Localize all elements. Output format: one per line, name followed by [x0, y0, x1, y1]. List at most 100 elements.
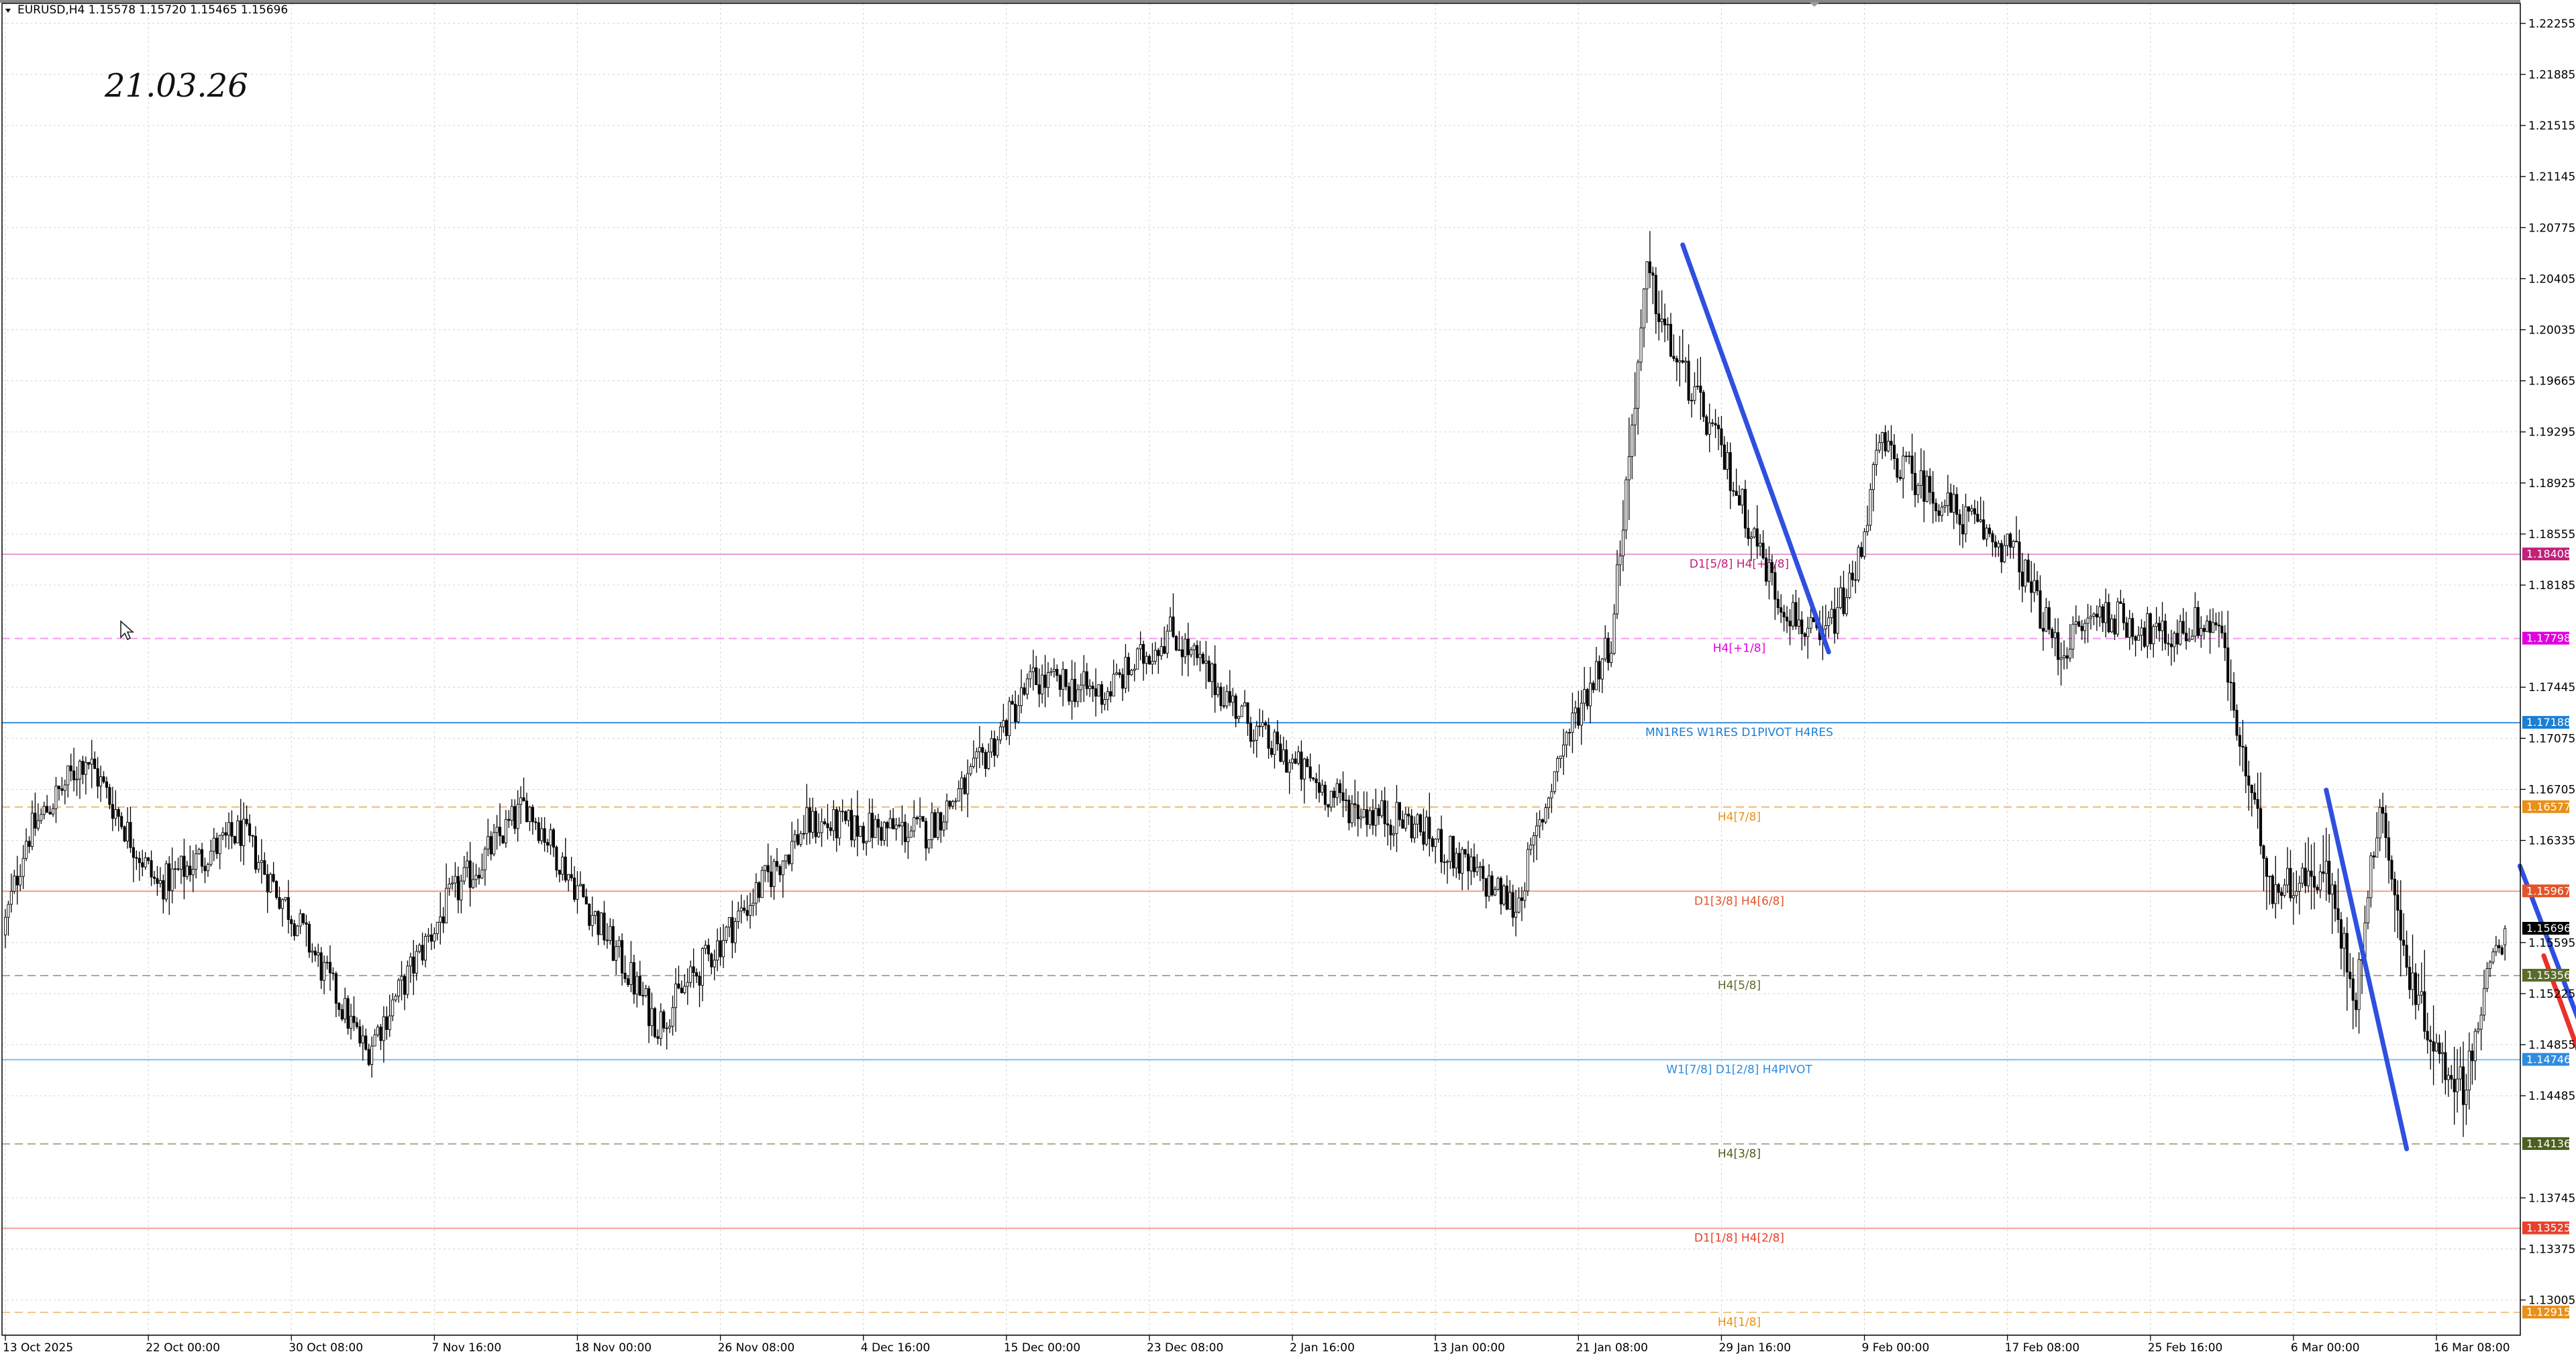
candle-body — [900, 821, 904, 827]
candle-body — [2143, 627, 2146, 647]
candle-body — [1312, 778, 1315, 780]
candle-body — [1800, 619, 1804, 634]
candle-body — [1535, 825, 1539, 837]
candle-body — [1377, 808, 1380, 817]
candle-body — [2289, 868, 2292, 898]
candle-body — [1419, 814, 1423, 833]
level-price-tag — [2522, 1137, 2569, 1150]
candle-body — [1747, 527, 1750, 539]
y-tick-label: 1.22255 — [2528, 17, 2575, 31]
candle-body — [349, 1016, 353, 1029]
candle-body — [829, 827, 832, 831]
candle-body — [117, 809, 120, 817]
candle-body — [34, 813, 37, 829]
candle-body — [743, 907, 746, 911]
level-lines: D1[5/8] H4[+2/8] H4[+1/8] MN1RES W1RES D1P… — [2, 554, 2520, 1329]
candle-body — [1416, 814, 1419, 825]
candle-body — [1014, 704, 1017, 723]
candle-body — [435, 921, 439, 935]
candle-body — [158, 880, 162, 884]
candle-body — [1085, 671, 1088, 689]
trend-lines[interactable] — [1680, 242, 2576, 1241]
candle-body — [2318, 871, 2322, 890]
candle-body — [1240, 705, 1243, 717]
candle-body — [1234, 695, 1237, 719]
candle-body — [522, 797, 525, 802]
candle-body — [737, 910, 740, 922]
candle-body — [820, 821, 823, 833]
candle-body — [689, 966, 692, 983]
candle-body — [1722, 444, 1726, 470]
candle-body — [2136, 635, 2141, 641]
candle-body — [2465, 1090, 2468, 1105]
candle-body — [1407, 813, 1410, 817]
candle-body — [13, 876, 16, 892]
candle-body — [1088, 686, 1092, 689]
candle-body — [966, 773, 970, 794]
candle-body — [868, 813, 871, 842]
candle-body — [391, 999, 395, 1016]
candle-body — [30, 813, 34, 847]
candle-body — [501, 835, 505, 843]
candle-body — [1526, 849, 1529, 892]
price-axis[interactable]: 1.22255 1.21885 1.21515 1.21145 1.20775 1.204… — [2520, 17, 2575, 1308]
candle-body — [546, 842, 550, 846]
candle-body — [1935, 503, 1938, 511]
candle-body — [1434, 839, 1437, 847]
candle-body — [1046, 672, 1050, 688]
time-axis[interactable]: 13 Oct 2025 22 Oct 00:00 30 Oct 08:00 7 Nov… — [3, 1335, 2510, 1355]
level-price-tag-label: 1.15967 — [2526, 884, 2571, 897]
candle-body — [2274, 884, 2277, 904]
candle-body — [1213, 664, 1217, 696]
candle-body — [603, 912, 606, 941]
candle-body — [2032, 580, 2036, 593]
y-tick-label: 1.17445 — [2528, 681, 2575, 694]
candle-body — [1422, 831, 1425, 845]
candle-body — [2372, 855, 2375, 857]
candle-body — [882, 822, 886, 841]
candle-body — [2494, 945, 2497, 953]
candle-body — [1982, 519, 1986, 539]
level-price-tag — [2522, 716, 2569, 729]
candle-body — [1449, 835, 1452, 862]
candle-body — [1192, 645, 1196, 650]
candle-body — [835, 809, 838, 839]
candle-body — [1166, 631, 1169, 654]
candle-body — [1267, 725, 1270, 749]
candle-body — [2366, 897, 2369, 923]
candle-body — [993, 738, 996, 756]
candle-body — [2140, 627, 2143, 636]
candle-body — [376, 1027, 380, 1035]
candle-body — [1264, 722, 1268, 726]
y-tick-label: 1.13005 — [2528, 1294, 2575, 1308]
candle-body — [1246, 702, 1249, 724]
candle-body — [907, 837, 910, 842]
level-label: W1[7/8] D1[2/8] H4PIVOT — [1666, 1063, 1812, 1076]
level-label: D1[3/8] H4[6/8] — [1694, 894, 1784, 908]
candle-body — [2169, 643, 2173, 647]
candle-body — [2247, 776, 2251, 786]
candle-body — [1666, 323, 1669, 325]
candle-body — [1195, 645, 1199, 658]
candle-body — [1371, 810, 1375, 826]
candle-body — [1398, 802, 1401, 821]
projection-arrow-shaft — [2541, 953, 2576, 1051]
candle-body — [40, 814, 43, 821]
candle-body — [1637, 362, 1640, 409]
symbol-label: EURUSD,H4 1.15578 1.15720 1.15465 1.1569… — [17, 3, 288, 17]
candle-body — [2232, 682, 2236, 711]
candle-body — [1627, 456, 1631, 480]
candle-body — [287, 897, 290, 920]
candle-body — [1308, 766, 1312, 778]
candle-body — [1684, 360, 1688, 363]
candle-body — [716, 940, 719, 961]
candle-body — [1329, 790, 1333, 808]
candle-body — [2074, 621, 2077, 625]
candle-body — [456, 876, 460, 900]
candle-body — [754, 882, 758, 904]
candle-body — [987, 751, 990, 769]
candle-body — [2357, 959, 2361, 1010]
candle-body — [2399, 910, 2402, 941]
candle-body — [2149, 613, 2152, 644]
